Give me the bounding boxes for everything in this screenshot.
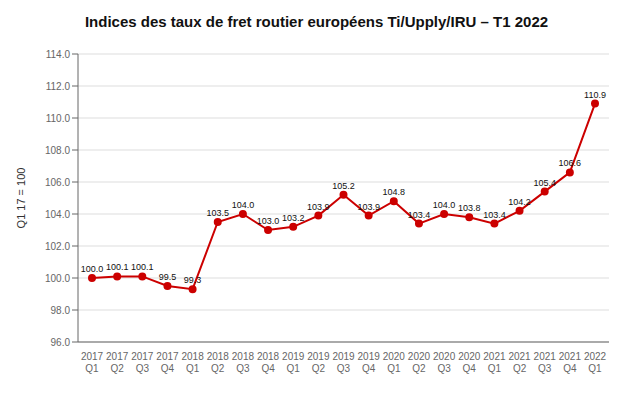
svg-text:100.1: 100.1: [131, 262, 154, 272]
svg-text:106.6: 106.6: [559, 158, 582, 168]
svg-text:2020Q3: 2020Q3: [433, 351, 456, 374]
svg-text:105.2: 105.2: [332, 181, 355, 191]
svg-text:102.0: 102.0: [45, 241, 70, 252]
svg-text:2017Q3: 2017Q3: [131, 351, 154, 374]
svg-text:99.5: 99.5: [159, 272, 177, 282]
svg-text:114.0: 114.0: [46, 49, 71, 60]
svg-text:100.0: 100.0: [45, 273, 70, 284]
svg-text:Q1 17 = 100: Q1 17 = 100: [15, 168, 27, 229]
svg-text:2018Q4: 2018Q4: [257, 351, 280, 374]
svg-text:98.0: 98.0: [51, 305, 71, 316]
svg-text:100.0: 100.0: [81, 264, 104, 274]
svg-text:2019Q3: 2019Q3: [332, 351, 355, 374]
svg-text:104.0: 104.0: [232, 200, 255, 210]
svg-text:105.4: 105.4: [533, 178, 556, 188]
svg-text:2018Q3: 2018Q3: [232, 351, 255, 374]
svg-text:103.0: 103.0: [257, 216, 280, 226]
svg-text:104.2: 104.2: [508, 197, 531, 207]
svg-text:103.9: 103.9: [357, 202, 380, 212]
svg-text:99.3: 99.3: [184, 275, 202, 285]
svg-text:108.0: 108.0: [45, 145, 70, 156]
svg-text:110.0: 110.0: [46, 113, 71, 124]
svg-text:103.5: 103.5: [206, 208, 229, 218]
svg-text:110.9: 110.9: [584, 90, 606, 100]
svg-text:2020Q1: 2020Q1: [383, 351, 406, 374]
svg-text:112.0: 112.0: [46, 81, 71, 92]
svg-text:2022Q1: 2022Q1: [584, 351, 607, 374]
svg-text:2021Q1: 2021Q1: [483, 351, 506, 374]
svg-text:100.1: 100.1: [106, 262, 129, 272]
svg-text:103.9: 103.9: [307, 202, 330, 212]
svg-text:103.4: 103.4: [408, 210, 431, 220]
svg-text:2018Q2: 2018Q2: [207, 351, 230, 374]
svg-text:2017Q1: 2017Q1: [81, 351, 104, 374]
svg-text:2021Q3: 2021Q3: [534, 351, 557, 374]
svg-text:2019Q2: 2019Q2: [307, 351, 330, 374]
svg-text:104.0: 104.0: [433, 200, 456, 210]
svg-text:104.0: 104.0: [45, 209, 70, 220]
svg-text:2021Q4: 2021Q4: [559, 351, 582, 374]
svg-text:2017Q4: 2017Q4: [156, 351, 179, 374]
svg-text:2019Q1: 2019Q1: [282, 351, 305, 374]
svg-text:2020Q4: 2020Q4: [458, 351, 481, 374]
svg-text:96.0: 96.0: [51, 337, 71, 348]
svg-text:103.8: 103.8: [458, 203, 481, 213]
svg-text:104.8: 104.8: [383, 187, 406, 197]
svg-text:2021Q2: 2021Q2: [508, 351, 531, 374]
svg-text:2019Q4: 2019Q4: [358, 351, 381, 374]
svg-text:2018Q1: 2018Q1: [181, 351, 204, 374]
svg-text:103.4: 103.4: [483, 210, 506, 220]
svg-text:103.2: 103.2: [282, 213, 305, 223]
svg-text:2020Q2: 2020Q2: [408, 351, 431, 374]
svg-text:2017Q2: 2017Q2: [106, 351, 129, 374]
svg-text:106.0: 106.0: [45, 177, 70, 188]
html-text:Indices des taux de fret routi: Indices des taux de fret routier europée…: [84, 13, 549, 30]
